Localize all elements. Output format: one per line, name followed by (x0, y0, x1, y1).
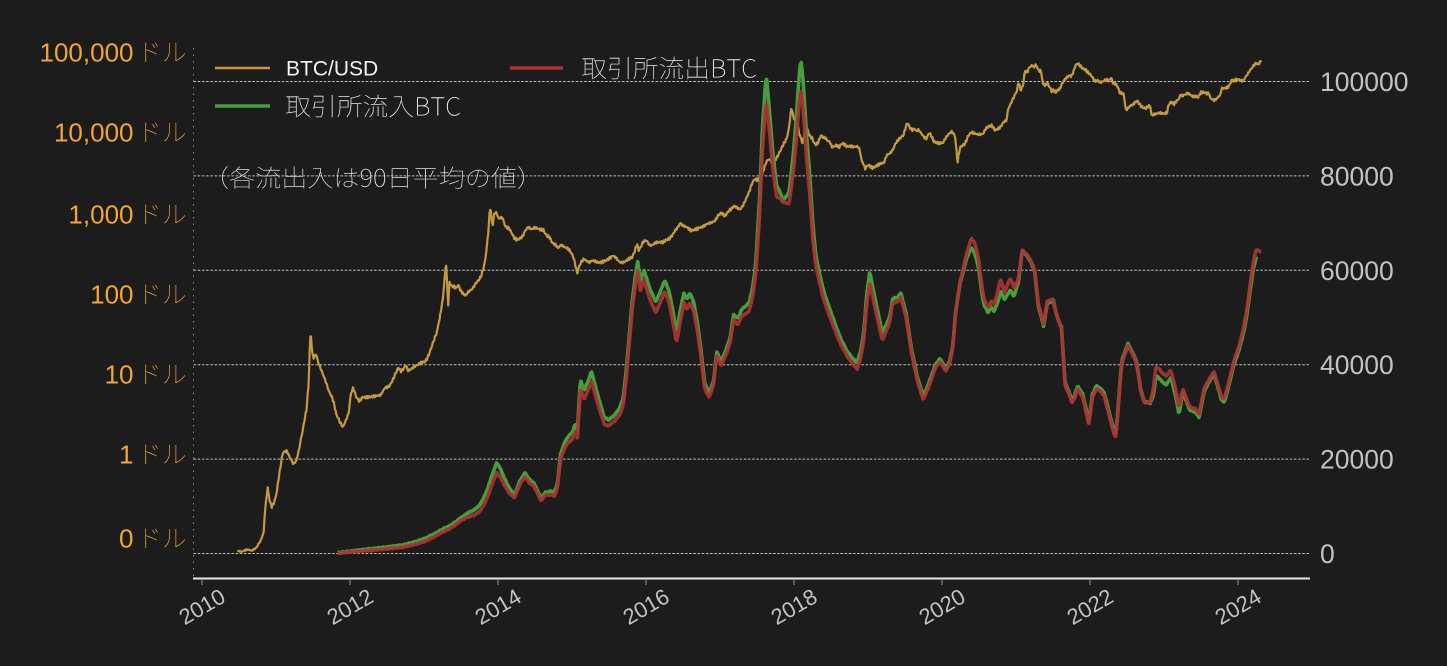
svg-text:10: 10 (105, 360, 134, 390)
svg-text:10,000: 10,000 (54, 118, 134, 148)
svg-text:40000: 40000 (1320, 350, 1394, 380)
svg-text:100: 100 (90, 280, 133, 310)
svg-text:0: 0 (1320, 539, 1335, 569)
svg-text:100,000: 100,000 (40, 38, 134, 68)
svg-text:1: 1 (119, 440, 133, 470)
svg-text:1,000: 1,000 (68, 200, 133, 230)
svg-text:80000: 80000 (1320, 161, 1394, 191)
svg-text:0: 0 (119, 524, 133, 554)
svg-text:100000: 100000 (1320, 67, 1408, 97)
svg-text:BTC/USD: BTC/USD (286, 58, 378, 81)
svg-text:20000: 20000 (1320, 445, 1394, 475)
svg-text:60000: 60000 (1320, 256, 1394, 286)
